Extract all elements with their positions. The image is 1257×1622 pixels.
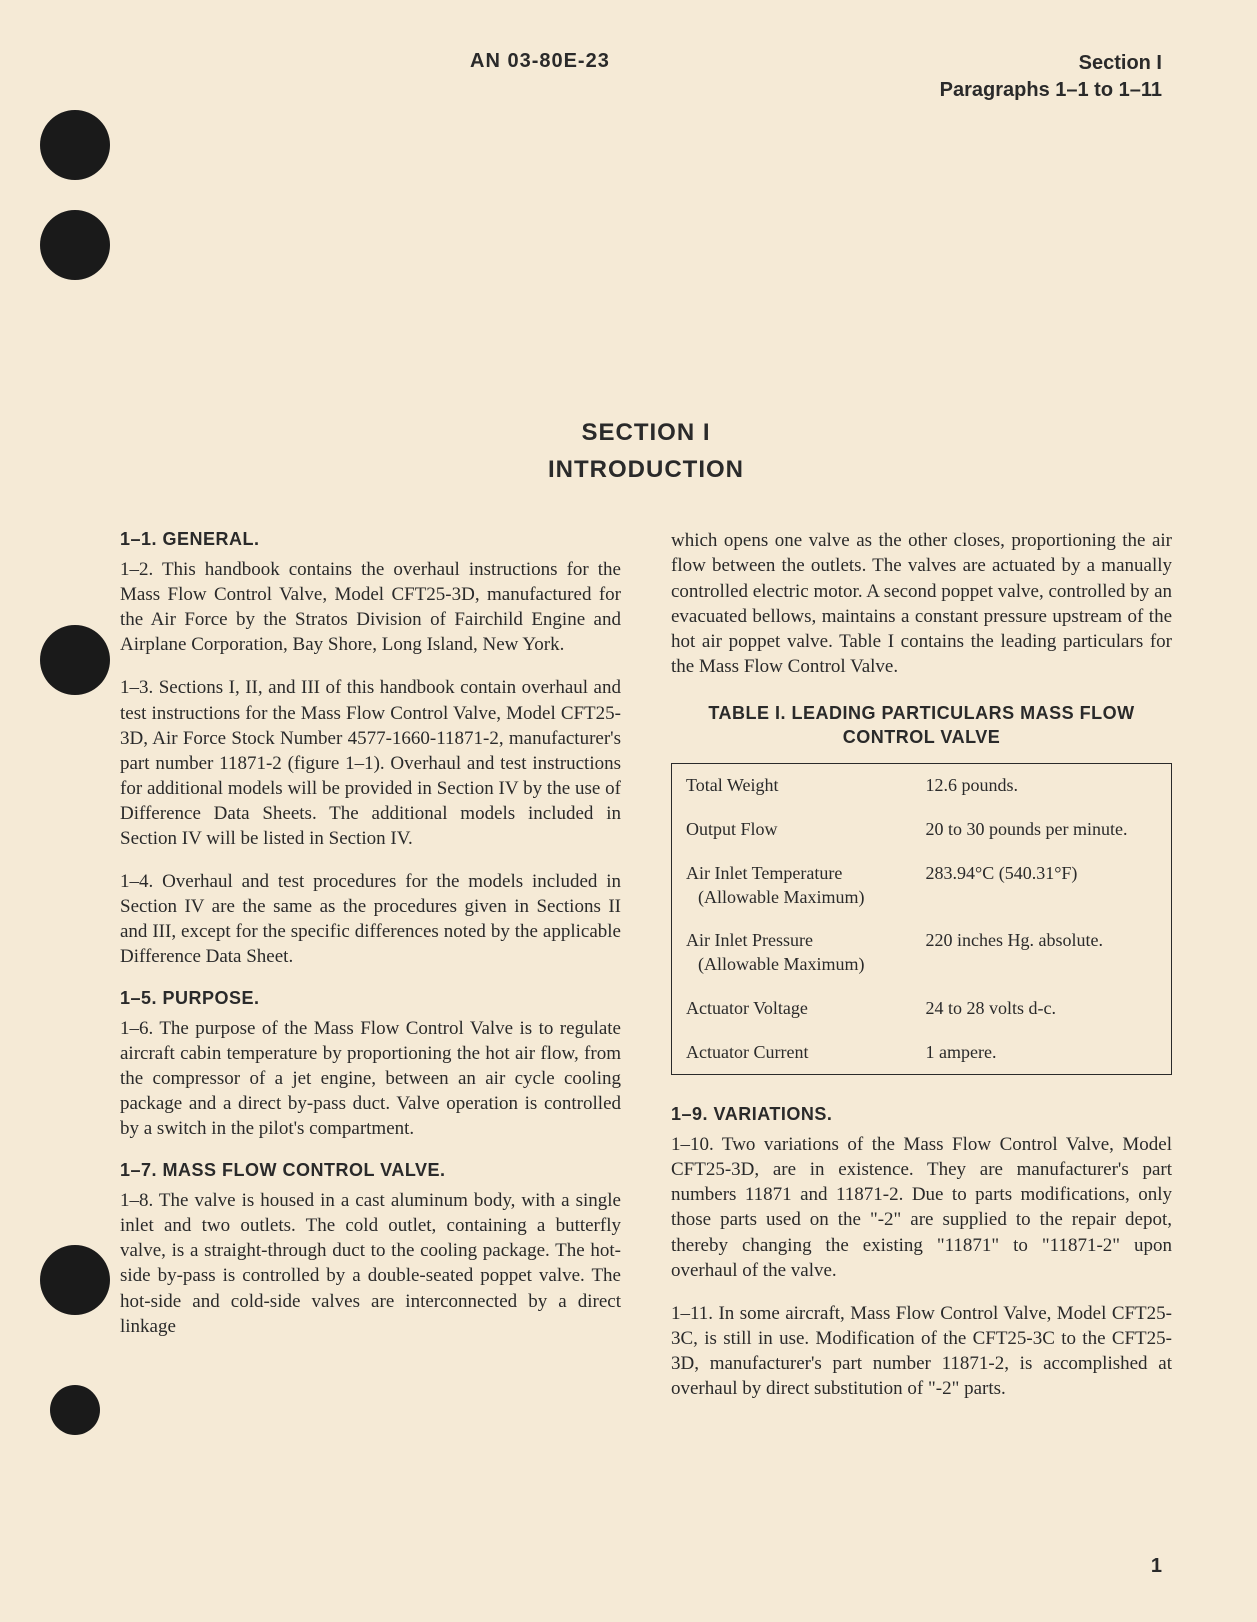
heading-variations: 1–9. VARIATIONS.: [671, 1103, 1172, 1127]
table-label: Output Flow: [672, 808, 912, 852]
heading-general: 1–1. GENERAL.: [120, 528, 621, 552]
heading-valve: 1–7. MASS FLOW CONTROL VALVE.: [120, 1159, 621, 1183]
section-title: SECTION I INTRODUCTION: [120, 414, 1172, 488]
table-row: Air Inlet Pressure(Allowable Maximum)220…: [672, 919, 1172, 987]
para-1-6: 1–6. The purpose of the Mass Flow Contro…: [120, 1016, 621, 1141]
table-label: Air Inlet Pressure(Allowable Maximum): [672, 919, 912, 987]
table-value: 12.6 pounds.: [912, 764, 1172, 808]
table-row: Total Weight12.6 pounds.: [672, 764, 1172, 808]
table-sublabel: (Allowable Maximum): [686, 953, 898, 977]
table-label: Total Weight: [672, 764, 912, 808]
page: AN 03-80E-23 Section I Paragraphs 1–1 to…: [0, 0, 1257, 1622]
page-header: AN 03-80E-23 Section I Paragraphs 1–1 to…: [470, 50, 1162, 104]
table-label: Actuator Current: [672, 1031, 912, 1075]
doc-number: AN 03-80E-23: [470, 50, 610, 73]
para-1-10: 1–10. Two variations of the Mass Flow Co…: [671, 1132, 1172, 1282]
para-1-4: 1–4. Overhaul and test procedures for th…: [120, 869, 621, 969]
table-row: Actuator Current1 ampere.: [672, 1031, 1172, 1075]
table-value: 20 to 30 pounds per minute.: [912, 808, 1172, 852]
table-row: Output Flow20 to 30 pounds per minute.: [672, 808, 1172, 852]
para-1-2: 1–2. This handbook contains the overhaul…: [120, 557, 621, 657]
particulars-table: Total Weight12.6 pounds.Output Flow20 to…: [671, 763, 1172, 1075]
section-title-line2: INTRODUCTION: [120, 451, 1172, 488]
table-title: TABLE I. LEADING PARTICULARS MASS FLOW C…: [671, 701, 1172, 750]
table-value: 1 ampere.: [912, 1031, 1172, 1075]
table-value: 283.94°C (540.31°F): [912, 852, 1172, 920]
section-title-line1: SECTION I: [120, 414, 1172, 451]
right-column: which opens one valve as the other close…: [671, 528, 1172, 1419]
section-label: Section I: [1079, 52, 1162, 74]
header-right: Section I Paragraphs 1–1 to 1–11: [940, 50, 1162, 104]
table-row: Actuator Voltage24 to 28 volts d-c.: [672, 987, 1172, 1031]
table-value: 220 inches Hg. absolute.: [912, 919, 1172, 987]
left-column: 1–1. GENERAL. 1–2. This handbook contain…: [120, 528, 621, 1419]
table-label: Air Inlet Temperature(Allowable Maximum): [672, 852, 912, 920]
page-number: 1: [1151, 1555, 1162, 1578]
table-label: Actuator Voltage: [672, 987, 912, 1031]
columns: 1–1. GENERAL. 1–2. This handbook contain…: [120, 528, 1172, 1419]
para-1-3: 1–3. Sections I, II, and III of this han…: [120, 675, 621, 851]
heading-purpose: 1–5. PURPOSE.: [120, 987, 621, 1011]
table-row: Air Inlet Temperature(Allowable Maximum)…: [672, 852, 1172, 920]
para-1-8-cont: which opens one valve as the other close…: [671, 528, 1172, 678]
para-range: Paragraphs 1–1 to 1–11: [940, 77, 1162, 104]
para-1-11: 1–11. In some aircraft, Mass Flow Contro…: [671, 1301, 1172, 1401]
table-sublabel: (Allowable Maximum): [686, 886, 898, 910]
table-value: 24 to 28 volts d-c.: [912, 987, 1172, 1031]
para-1-8: 1–8. The valve is housed in a cast alumi…: [120, 1188, 621, 1338]
